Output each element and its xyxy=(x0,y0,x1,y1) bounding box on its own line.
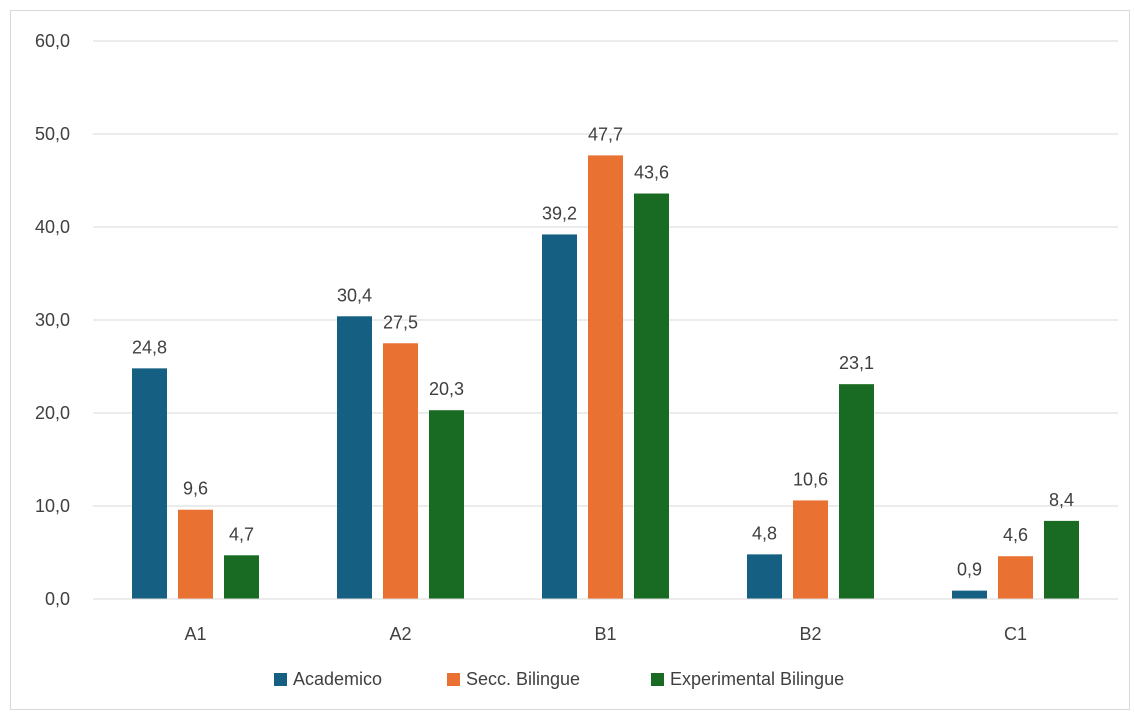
y-tick-label: 10,0 xyxy=(35,496,70,516)
bar xyxy=(1044,521,1079,599)
legend-label: Experimental Bilingue xyxy=(670,669,844,689)
bar xyxy=(383,343,418,599)
data-label: 4,8 xyxy=(752,523,777,543)
bar xyxy=(429,410,464,599)
data-label: 4,7 xyxy=(229,524,254,544)
legend-label: Secc. Bilingue xyxy=(466,669,580,689)
bar xyxy=(178,510,213,599)
data-label: 30,4 xyxy=(337,285,372,305)
y-tick-label: 60,0 xyxy=(35,31,70,51)
legend-label: Academico xyxy=(293,669,382,689)
data-label: 9,6 xyxy=(183,479,208,499)
bar xyxy=(839,384,874,599)
legend-swatch xyxy=(274,673,287,686)
bar xyxy=(588,155,623,599)
x-tick-label: A1 xyxy=(184,624,206,644)
data-label: 20,3 xyxy=(429,379,464,399)
data-label: 0,9 xyxy=(957,560,982,580)
data-label: 23,1 xyxy=(839,353,874,373)
data-label: 27,5 xyxy=(383,312,418,332)
data-label: 43,6 xyxy=(634,163,669,183)
data-label: 39,2 xyxy=(542,203,577,223)
bar xyxy=(634,194,669,599)
bar xyxy=(952,591,987,599)
bar xyxy=(747,554,782,599)
x-tick-label: C1 xyxy=(1004,624,1027,644)
bar xyxy=(337,316,372,599)
x-tick-label: A2 xyxy=(389,624,411,644)
y-tick-label: 50,0 xyxy=(35,124,70,144)
bar xyxy=(998,556,1033,599)
y-tick-label: 30,0 xyxy=(35,310,70,330)
bar xyxy=(542,234,577,599)
y-tick-label: 40,0 xyxy=(35,217,70,237)
y-tick-label: 0,0 xyxy=(45,589,70,609)
data-label: 10,6 xyxy=(793,469,828,489)
bar xyxy=(793,500,828,599)
bar xyxy=(224,555,259,599)
y-tick-label: 20,0 xyxy=(35,403,70,423)
data-label: 47,7 xyxy=(588,124,623,144)
x-tick-label: B1 xyxy=(594,624,616,644)
bar xyxy=(132,368,167,599)
x-tick-label: B2 xyxy=(799,624,821,644)
legend-swatch xyxy=(447,673,460,686)
data-label: 8,4 xyxy=(1049,490,1074,510)
legend-swatch xyxy=(651,673,664,686)
data-label: 24,8 xyxy=(132,337,167,357)
data-label: 4,6 xyxy=(1003,525,1028,545)
